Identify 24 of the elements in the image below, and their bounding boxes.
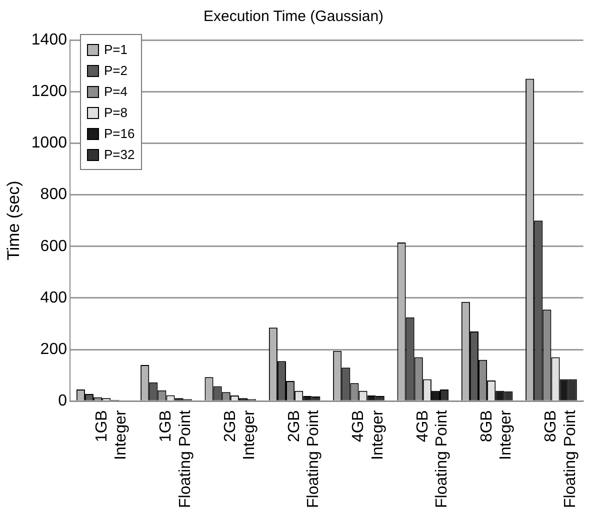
y-tick-label: 1000: [31, 134, 68, 152]
legend-label: P=8: [104, 105, 128, 120]
y-tick-label: 1200: [31, 83, 68, 100]
y-tick-label: 200: [40, 340, 68, 358]
x-tick-label: 4GB Floating Point: [414, 410, 451, 508]
legend-label: P=32: [104, 147, 135, 162]
x-tick-label: 1GB Integer: [93, 409, 130, 460]
y-tick-label: 800: [40, 186, 68, 204]
x-tick-label: 8GB Integer: [478, 409, 515, 460]
chart-title: Execution Time (Gaussian): [203, 8, 384, 26]
y-axis-title: Time (sec): [4, 180, 23, 260]
legend-label: P=16: [104, 126, 135, 141]
x-tick-label: 2GB Floating Point: [286, 410, 322, 508]
x-tick-label: 1GB Floating Point: [158, 410, 194, 508]
legend-label: P=4: [104, 84, 128, 99]
y-tick-label: 0: [58, 392, 68, 410]
x-tick-label: 2GB Integer: [222, 409, 258, 460]
y-tick-label: 600: [40, 238, 68, 255]
x-tick-label: 4GB Integer: [350, 409, 386, 460]
legend-label: P=1: [104, 42, 128, 57]
legend-label: P=2: [104, 63, 128, 78]
y-tick-label: 400: [40, 289, 68, 306]
x-tick-label: 8GB Floating Point: [542, 410, 579, 508]
y-tick-label: 1400: [31, 31, 68, 48]
